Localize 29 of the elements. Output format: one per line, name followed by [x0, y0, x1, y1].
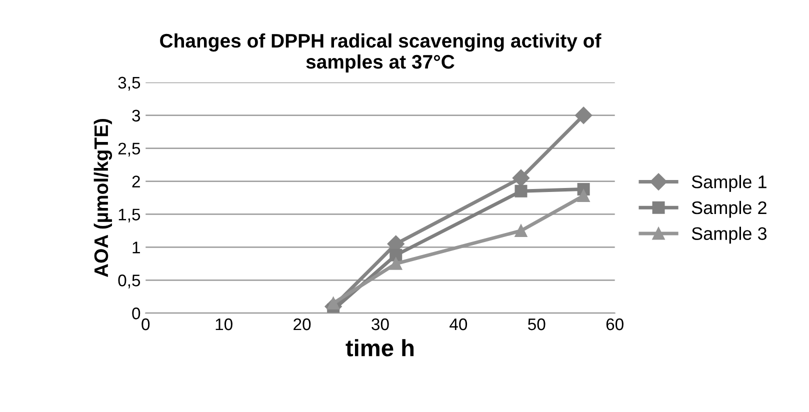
point [514, 184, 528, 198]
y-axis-title: AOA (µmol/kgTE) [94, 118, 112, 278]
legend-label: Sample 1 [692, 175, 766, 192]
y-tick-label: 2,5 [118, 142, 140, 156]
x-tick-label: 40 [450, 318, 468, 330]
y-tick-label: 1 [132, 242, 140, 254]
y-tick-label: 3,5 [118, 76, 140, 91]
point [327, 296, 340, 310]
point [514, 224, 528, 237]
y-tick-label: 0,5 [118, 274, 140, 288]
point [390, 248, 402, 262]
point [390, 257, 402, 270]
x-tick-label: 50 [528, 318, 546, 330]
legend-label: Sample 2 [692, 200, 766, 218]
y-tick-label: 2 [132, 176, 140, 188]
x-axis-title: time h [346, 339, 414, 356]
point [577, 190, 590, 202]
x-tick-label: 60 [606, 318, 624, 330]
x-tick-label: 20 [294, 318, 311, 330]
point [575, 106, 592, 124]
x-tick-label: 10 [216, 318, 232, 330]
chart-title: Changes of DPPH radical scavenging activity of samples at 37°C [160, 33, 602, 73]
y-tick-label: 1,5 [118, 208, 140, 222]
x-tick-label: 30 [372, 318, 389, 330]
point [512, 169, 530, 187]
legend-label: Sample 3 [692, 226, 767, 244]
y-tick-label: 0 [132, 308, 140, 320]
x-tick-label: 0 [142, 318, 150, 330]
y-tick-label: 3 [132, 110, 140, 122]
